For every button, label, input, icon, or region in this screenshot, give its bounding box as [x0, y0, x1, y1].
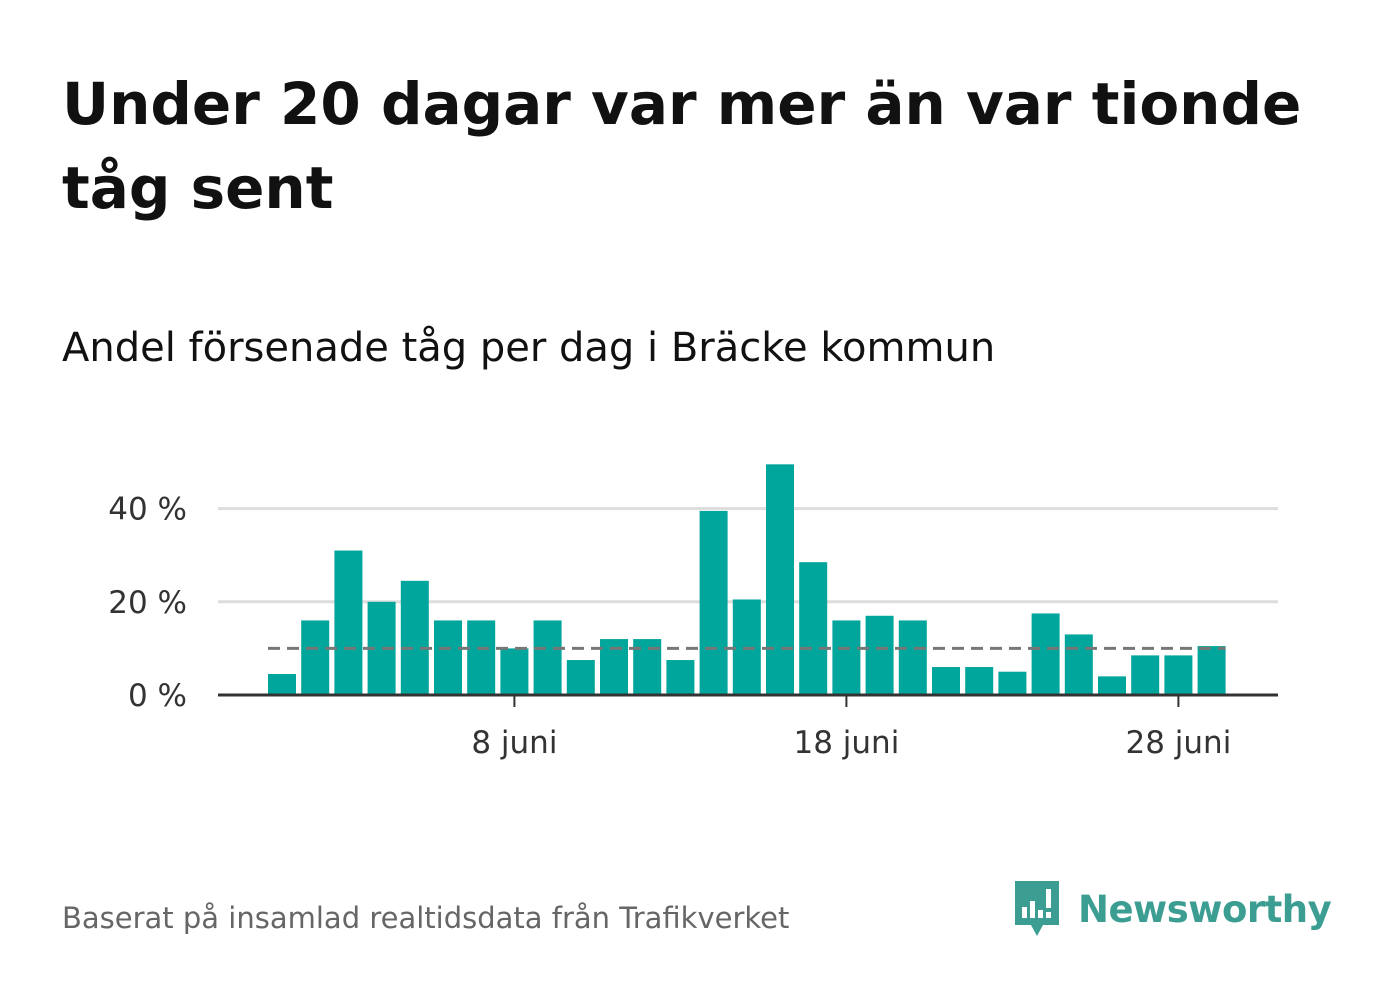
y-tick-label: 0 % — [128, 678, 187, 714]
bars — [268, 464, 1226, 695]
bar — [400, 580, 429, 695]
bar — [998, 671, 1027, 695]
bar — [932, 667, 960, 695]
y-tick-label: 40 % — [108, 492, 187, 528]
bar — [1164, 655, 1193, 695]
bar — [1031, 613, 1060, 695]
x-tick-label: 18 juni — [793, 725, 899, 761]
bar — [500, 648, 529, 695]
bar — [1131, 655, 1160, 695]
y-tick-label: 20 % — [108, 585, 187, 621]
bar — [268, 674, 296, 695]
bar — [1098, 676, 1126, 695]
bar — [699, 510, 728, 695]
bar — [832, 620, 861, 695]
bar — [799, 562, 828, 695]
newsworthy-logo-icon — [1015, 881, 1059, 936]
bar — [1064, 634, 1093, 695]
bar — [566, 660, 595, 695]
newsworthy-brand[interactable]: Newsworthy — [1012, 878, 1332, 940]
bar — [334, 550, 363, 695]
gridlines — [218, 507, 1278, 604]
bar — [467, 620, 496, 695]
x-axis-ticks: 8 juni 18 juni 28 juni — [471, 695, 1231, 761]
bar — [434, 620, 462, 695]
chart-subtitle: Andel försenade tåg per dag i Bräcke kom… — [62, 325, 996, 371]
bar — [666, 660, 695, 695]
bar — [301, 620, 330, 695]
bar — [766, 464, 794, 695]
brand-name: Newsworthy — [1078, 887, 1332, 931]
x-tick-label: 28 juni — [1125, 725, 1231, 761]
bar — [533, 620, 562, 695]
x-tick-label: 8 juni — [471, 725, 557, 761]
bar — [898, 620, 927, 695]
bar-chart: 0 % 20 % 40 % 8 juni 18 juni 28 juni — [108, 464, 1278, 761]
y-axis-tick-labels: 0 % 20 % 40 % — [108, 492, 187, 714]
chart-title: Under 20 dagar var mer än var tionde tåg… — [62, 70, 1302, 222]
bar — [965, 667, 994, 695]
source-note: Baserat på insamlad realtidsdata från Tr… — [62, 901, 790, 935]
bar — [1197, 646, 1226, 695]
bar — [865, 615, 894, 695]
